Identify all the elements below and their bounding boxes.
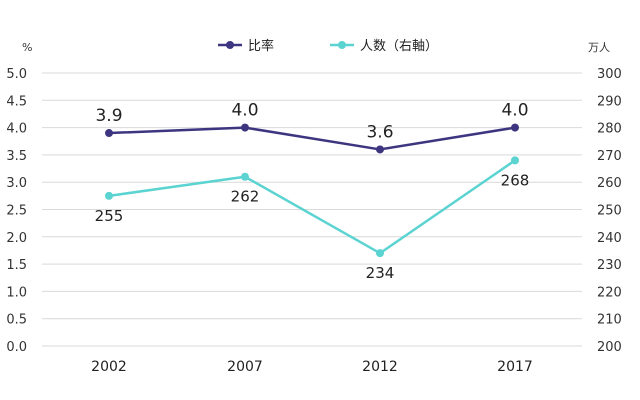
series-layer: 255 262 234 268 3.9 4.0 3.6 4.0 (95, 101, 530, 283)
legend: 比率 人数（右軸） (218, 38, 438, 54)
left-tick-label: 0.5 (6, 313, 27, 328)
right-axis-ticks: 200 210 220 230 240 250 260 270 280 290 300 (597, 67, 622, 355)
x-axis-ticks: 2002 2007 2012 2017 (91, 359, 533, 375)
left-tick-label: 0.0 (6, 340, 27, 355)
data-label: 262 (231, 188, 260, 206)
left-tick-label: 4.5 (6, 94, 27, 109)
x-tick-label: 2002 (91, 359, 127, 375)
data-point (376, 145, 384, 154)
right-tick-label: 200 (597, 340, 622, 355)
left-tick-label: 2.0 (6, 231, 27, 246)
data-label: 234 (366, 264, 395, 282)
data-label: 3.6 (366, 122, 393, 142)
series-line (108, 126, 516, 151)
data-point (241, 123, 249, 132)
left-tick-label: 1.5 (6, 258, 27, 273)
left-tick-label: 5.0 (6, 67, 27, 82)
legend-marker (338, 41, 346, 49)
gridlines (42, 72, 582, 347)
right-tick-label: 220 (597, 285, 622, 300)
x-tick-label: 2007 (227, 359, 263, 375)
right-tick-label: 230 (597, 258, 622, 273)
left-tick-label: 3.0 (6, 176, 27, 191)
legend-marker (226, 41, 234, 49)
series-line (108, 159, 516, 255)
x-tick-label: 2017 (497, 359, 533, 375)
right-tick-label: 250 (597, 204, 622, 219)
right-tick-label: 240 (597, 231, 622, 246)
right-tick-label: 260 (597, 176, 622, 191)
left-axis-ticks: 0.0 0.5 1.0 1.5 2.0 2.5 3.0 3.5 4.0 4.5 5.0 (6, 67, 27, 355)
data-point (241, 172, 249, 181)
data-label: 4.0 (231, 101, 258, 121)
data-point (511, 123, 519, 132)
data-label: 4.0 (501, 101, 528, 121)
right-axis-unit: 万人 (588, 41, 610, 54)
left-axis-unit: % (22, 41, 32, 54)
left-tick-label: 4.0 (6, 122, 27, 137)
legend-label: 比率 (248, 38, 274, 54)
right-tick-label: 300 (597, 67, 622, 82)
left-tick-label: 2.5 (6, 204, 27, 219)
data-label: 255 (95, 207, 124, 225)
data-label: 3.9 (95, 106, 122, 126)
left-tick-label: 1.0 (6, 285, 27, 300)
right-tick-label: 290 (597, 94, 622, 109)
left-tick-label: 3.5 (6, 149, 27, 164)
legend-label: 人数（右軸） (360, 39, 438, 54)
data-point (376, 249, 384, 258)
data-point (511, 156, 519, 165)
right-tick-label: 270 (597, 149, 622, 164)
right-tick-label: 280 (597, 122, 622, 137)
data-point (105, 129, 113, 138)
data-point (105, 191, 113, 200)
x-tick-label: 2012 (362, 359, 398, 375)
right-tick-label: 210 (597, 313, 622, 328)
data-label: 268 (501, 171, 530, 189)
